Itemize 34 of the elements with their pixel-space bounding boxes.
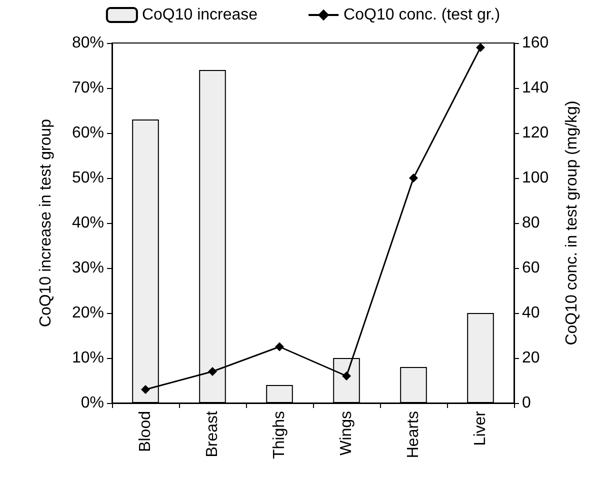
legend-label: CoQ10 increase bbox=[142, 6, 258, 24]
legend-label: CoQ10 conc. (test gr.) bbox=[344, 6, 500, 24]
point bbox=[141, 385, 150, 394]
y-tick-label: 40% bbox=[72, 214, 104, 232]
y2-tick-label: 100 bbox=[522, 170, 549, 186]
y-tick-label: 0% bbox=[80, 394, 104, 412]
point bbox=[275, 342, 284, 352]
point bbox=[409, 174, 418, 182]
x-tick-label: Liver bbox=[472, 410, 489, 446]
y-tick-label: 10% bbox=[72, 350, 104, 366]
x-tick-label: Wings bbox=[338, 411, 355, 456]
point bbox=[342, 372, 351, 380]
y-tick-label: 50% bbox=[72, 170, 104, 186]
y2-tick-label: 20 bbox=[522, 350, 540, 366]
y2-tick-label: 80 bbox=[522, 214, 540, 232]
x-tick-label: Hearts bbox=[405, 411, 422, 458]
y-tick-label: 60% bbox=[72, 124, 104, 142]
y-tick-label: 30% bbox=[72, 260, 104, 276]
x-tick-label: Thighs bbox=[271, 411, 288, 460]
y-tick-label: 80% bbox=[72, 34, 104, 52]
y-tick-label: 20% bbox=[72, 304, 104, 322]
x-tick-label: Breast bbox=[204, 410, 221, 458]
y-tick-label: 70% bbox=[72, 80, 104, 96]
x-tick-label: Blood bbox=[137, 411, 154, 452]
y2-tick-label: 0 bbox=[522, 394, 531, 412]
y2-tick-label: 140 bbox=[522, 80, 549, 96]
point bbox=[208, 367, 217, 376]
y2-tick-label: 120 bbox=[522, 124, 549, 142]
point bbox=[476, 43, 485, 52]
y2-tick-label: 60 bbox=[522, 260, 540, 276]
y2-axis-title: CoQ10 conc. in test group (mg/kg) bbox=[564, 100, 580, 346]
y2-tick-label: 160 bbox=[522, 34, 549, 52]
y2-tick-label: 40 bbox=[522, 304, 540, 322]
y-axis-title: CoQ10 increase in test group bbox=[38, 118, 54, 328]
